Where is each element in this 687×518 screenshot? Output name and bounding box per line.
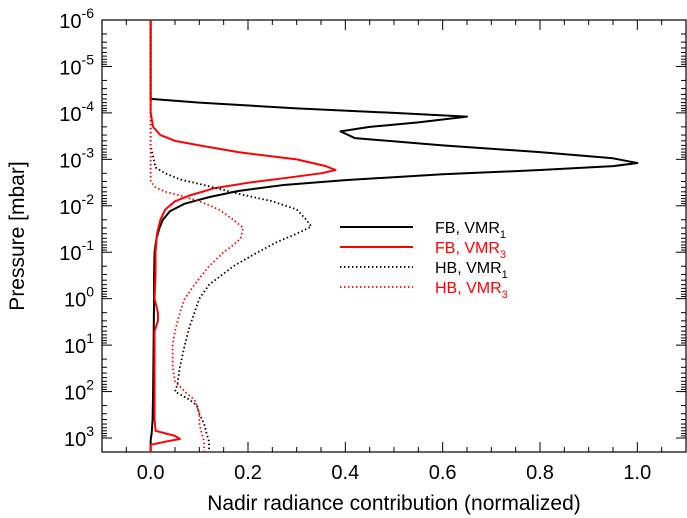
y-axis-title: Pressure [mbar] <box>6 161 29 310</box>
y-tick-label: 10-3 <box>59 144 94 172</box>
y-tick-label: 102 <box>64 377 94 405</box>
legend-label-2: FB, VMR3 <box>435 240 506 261</box>
x-tick-label: 0.8 <box>526 462 554 484</box>
x-tick-label: 0.0 <box>137 462 165 484</box>
series-lines <box>149 20 639 452</box>
y-tick-label: 101 <box>64 330 94 358</box>
x-tick-label: 0.6 <box>429 462 457 484</box>
x-tick-label: 1.0 <box>623 462 651 484</box>
series-line-3 <box>149 20 313 452</box>
y-tick-label: 10-4 <box>59 98 94 126</box>
y-tick-label: 100 <box>64 284 94 312</box>
y-tick-label: 10-5 <box>59 51 94 79</box>
legend-label-4: HB, VMR3 <box>435 280 508 301</box>
y-tick-label: 103 <box>64 423 94 451</box>
y-tick-label: 10-6 <box>59 5 94 33</box>
y-tick-label: 10-2 <box>59 191 94 219</box>
legend-label-1: FB, VMR1 <box>435 220 506 241</box>
series-line-4 <box>149 20 245 452</box>
x-tick-label: 0.2 <box>234 462 262 484</box>
series-line-1 <box>149 20 639 452</box>
series-line-2 <box>149 20 337 452</box>
legend-label-3: HB, VMR1 <box>435 260 508 281</box>
x-axis-title: Nadir radiance contribution (normalized) <box>207 492 581 515</box>
y-tick-label: 10-1 <box>59 237 94 265</box>
x-tick-label: 0.4 <box>331 462 359 484</box>
axes: 0.0 0.2 0.4 0.6 0.8 1.0 10-6 10-5 10-4 10-3 10-2 10… <box>59 5 687 484</box>
plot-frame <box>101 19 687 453</box>
